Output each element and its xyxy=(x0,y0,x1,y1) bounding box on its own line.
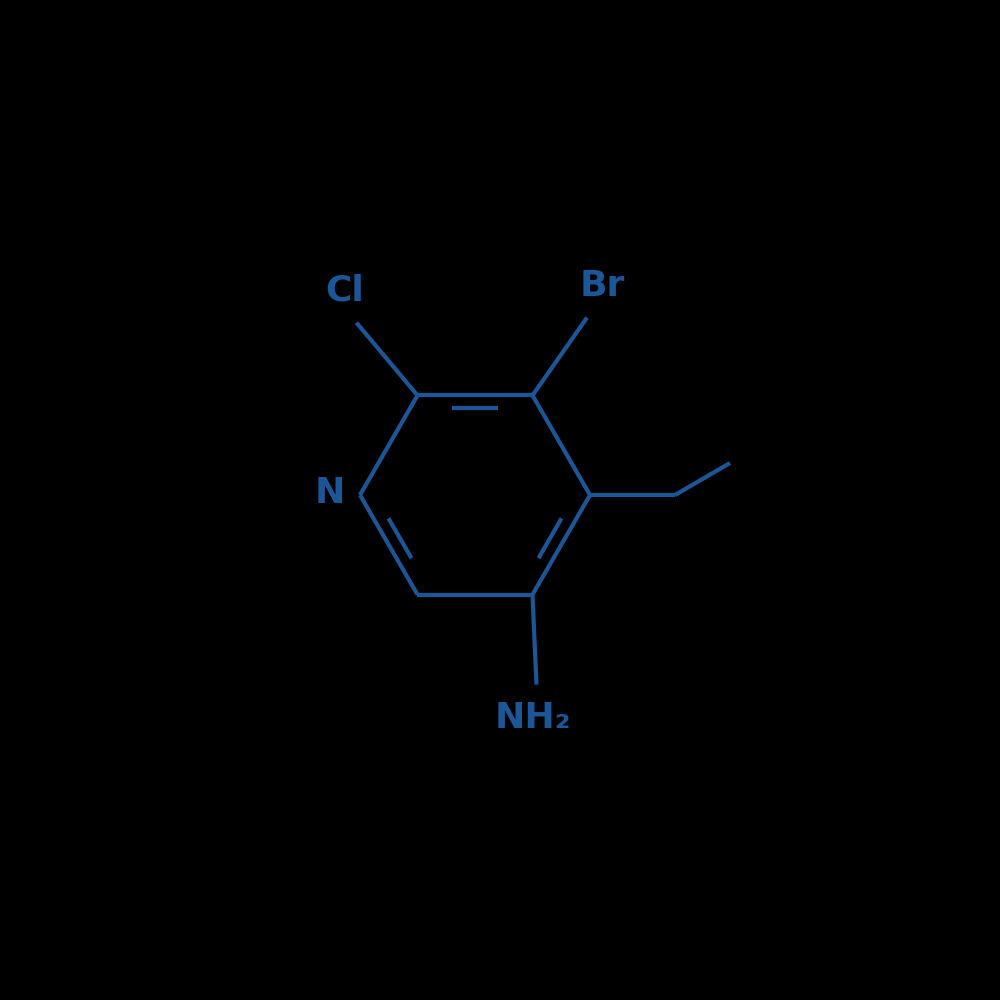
Text: Cl: Cl xyxy=(325,274,364,308)
Text: N: N xyxy=(315,476,345,510)
Text: Br: Br xyxy=(579,269,625,303)
Text: NH₂: NH₂ xyxy=(494,701,571,735)
